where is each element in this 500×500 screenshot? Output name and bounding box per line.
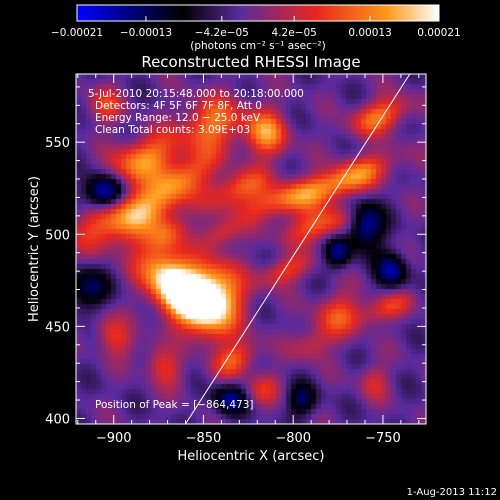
plot-clip-group xyxy=(76,74,426,424)
x-axis-label: Heliocentric X (arcsec) xyxy=(178,449,325,464)
x-tick-label: −800 xyxy=(275,431,311,446)
colorbar-tick-label: 0.00021 xyxy=(417,27,460,39)
colorbar-tick-label: −0.00013 xyxy=(120,27,172,39)
chart-title: Reconstructed RHESSI Image xyxy=(141,53,360,71)
colorbar-tick-label: 4.2e−05 xyxy=(272,27,317,39)
colorbar-ticks: −0.00021 −0.00013 −4.2e−05 4.2e−05 0.00013 0.… xyxy=(51,16,461,39)
colorbar-tick-label: 0.00013 xyxy=(348,27,391,39)
colorbar-tick-label: −4.2e−05 xyxy=(195,27,249,39)
y-tick-label: 400 xyxy=(45,412,70,427)
x-tick-label: −750 xyxy=(365,431,401,446)
x-tick-label: −850 xyxy=(186,431,222,446)
colorbar-unit-label: (photons cm⁻² s⁻¹ asec⁻²) xyxy=(190,40,325,52)
y-tick-label: 500 xyxy=(45,228,70,243)
heatmap-image xyxy=(76,74,426,424)
axis-ticks: −900 −850 −800 −750 400 450 500 550 xyxy=(45,74,426,446)
y-tick-label: 450 xyxy=(45,320,70,335)
y-tick-label: 550 xyxy=(45,136,70,151)
colorbar-tick-label: −0.00021 xyxy=(51,27,103,39)
peak-position-label: Position of Peak = [−864,473] xyxy=(95,399,254,411)
y-axis-label: Heliocentric Y (arcsec) xyxy=(27,176,42,322)
annotation-detectors: Detectors: 4F 5F 6F 7F 8F, Att 0 xyxy=(95,100,262,112)
annotation-energy-range: Energy Range: 12.0 − 25.0 keV xyxy=(95,112,261,124)
colorbar-gradient xyxy=(77,5,439,21)
annotation-clean-counts: Clean Total counts: 3.09E+03 xyxy=(95,124,250,136)
plot-frame xyxy=(75,73,427,425)
annotation-block: 5-Jul-2010 20:15:48.000 to 20:18:00.000 … xyxy=(88,88,304,136)
colorbar: −0.00021 −0.00013 −4.2e−05 4.2e−05 0.00013 0.… xyxy=(51,4,461,52)
solar-limb-line xyxy=(185,74,411,424)
colorbar-border xyxy=(76,4,440,22)
annotation-time-range: 5-Jul-2010 20:15:48.000 to 20:18:00.000 xyxy=(88,88,304,100)
footer-timestamp: 1-Aug-2013 11:12 xyxy=(407,487,497,498)
x-tick-label: −900 xyxy=(96,431,132,446)
